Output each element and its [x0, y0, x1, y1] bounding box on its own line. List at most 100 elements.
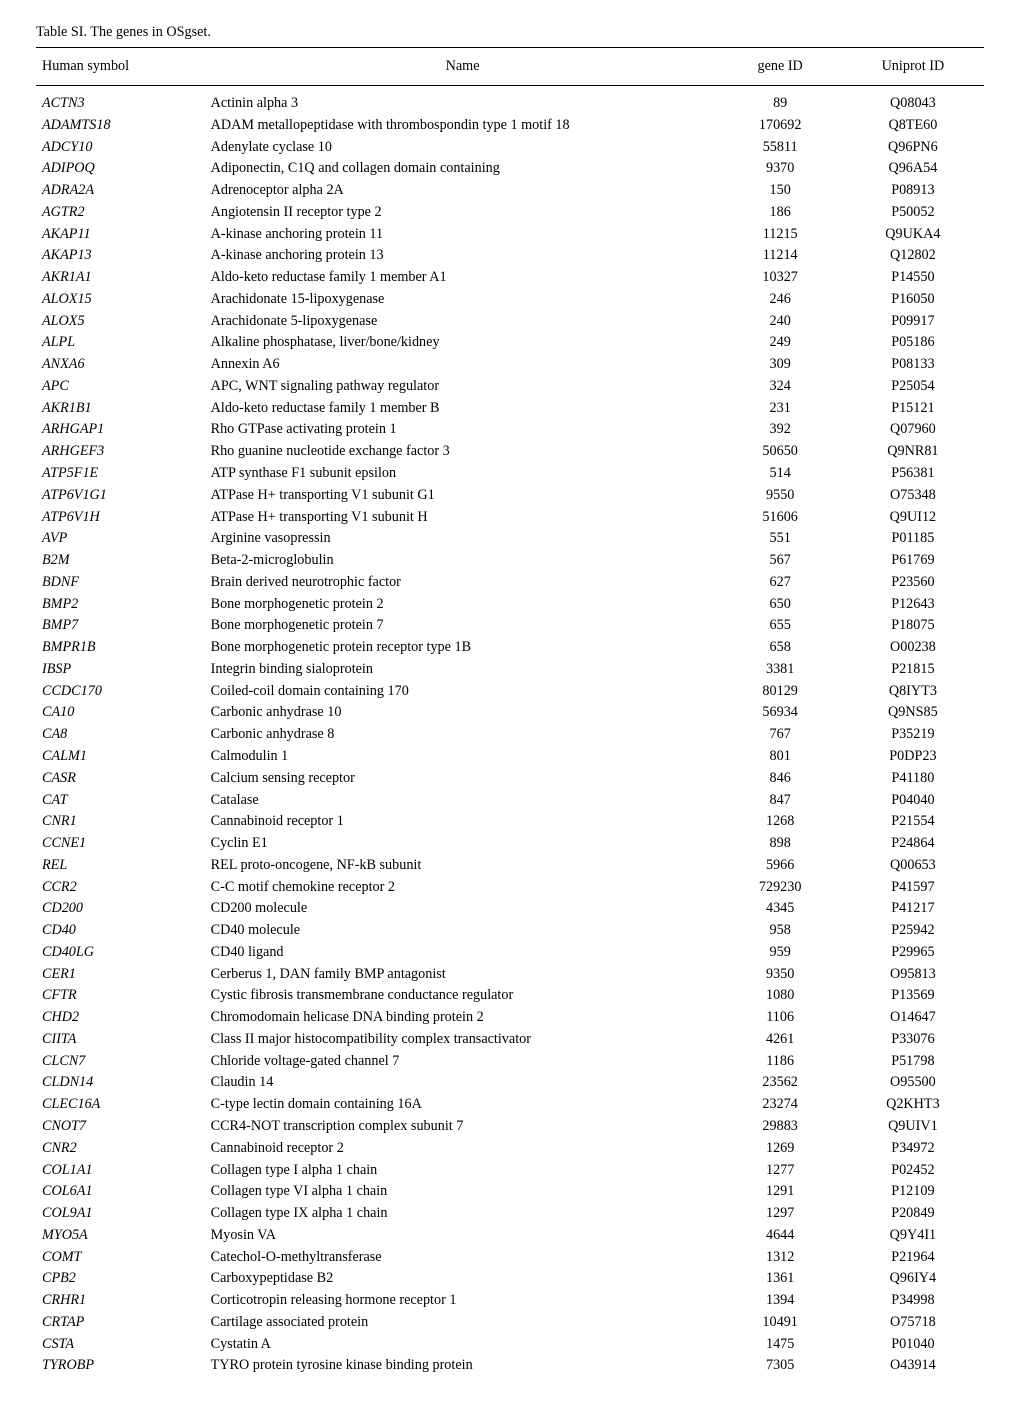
cell-name: Arachidonate 15-lipoxygenase — [207, 289, 719, 311]
table-row: CLDN14Claudin 1423562O95500 — [36, 1072, 984, 1094]
cell-symbol: ANXA6 — [36, 354, 207, 376]
cell-name: Cannabinoid receptor 1 — [207, 811, 719, 833]
cell-name: Carboxypeptidase B2 — [207, 1268, 719, 1290]
cell-gene-id: 627 — [719, 572, 842, 594]
table-row: ANXA6Annexin A6309P08133 — [36, 354, 984, 376]
cell-name: Corticotropin releasing hormone receptor… — [207, 1290, 719, 1312]
cell-symbol: CLCN7 — [36, 1050, 207, 1072]
table-row: CD40LGCD40 ligand959P29965 — [36, 942, 984, 964]
cell-uniprot-id: P01040 — [842, 1333, 984, 1355]
cell-gene-id: 959 — [719, 942, 842, 964]
cell-symbol: COL9A1 — [36, 1203, 207, 1225]
cell-symbol: CD200 — [36, 898, 207, 920]
cell-symbol: ALOX15 — [36, 289, 207, 311]
header-symbol: Human symbol — [36, 48, 207, 86]
cell-symbol: ARHGEF3 — [36, 441, 207, 463]
cell-uniprot-id: P0DP23 — [842, 746, 984, 768]
cell-gene-id: 246 — [719, 289, 842, 311]
cell-symbol: ACTN3 — [36, 86, 207, 115]
cell-name: Adrenoceptor alpha 2A — [207, 180, 719, 202]
cell-symbol: ADRA2A — [36, 180, 207, 202]
cell-name: Catalase — [207, 789, 719, 811]
cell-uniprot-id: O75348 — [842, 484, 984, 506]
cell-name: Angiotensin II receptor type 2 — [207, 202, 719, 224]
cell-gene-id: 150 — [719, 180, 842, 202]
cell-gene-id: 567 — [719, 550, 842, 572]
cell-symbol: CLDN14 — [36, 1072, 207, 1094]
cell-name: Chloride voltage-gated channel 7 — [207, 1050, 719, 1072]
cell-uniprot-id: P29965 — [842, 942, 984, 964]
cell-uniprot-id: P61769 — [842, 550, 984, 572]
cell-name: Cyclin E1 — [207, 833, 719, 855]
cell-name: Cartilage associated protein — [207, 1312, 719, 1334]
table-row: BMPR1BBone morphogenetic protein recepto… — [36, 637, 984, 659]
cell-gene-id: 658 — [719, 637, 842, 659]
cell-symbol: ADIPOQ — [36, 158, 207, 180]
cell-gene-id: 9550 — [719, 484, 842, 506]
cell-name: Coiled-coil domain containing 170 — [207, 680, 719, 702]
cell-gene-id: 729230 — [719, 876, 842, 898]
cell-uniprot-id: P24864 — [842, 833, 984, 855]
cell-symbol: ATP6V1G1 — [36, 484, 207, 506]
cell-symbol: CCNE1 — [36, 833, 207, 855]
cell-uniprot-id: P08133 — [842, 354, 984, 376]
cell-symbol: CD40LG — [36, 942, 207, 964]
cell-symbol: CHD2 — [36, 1007, 207, 1029]
cell-symbol: TYROBP — [36, 1355, 207, 1377]
cell-name: Carbonic anhydrase 10 — [207, 702, 719, 724]
cell-symbol: ALPL — [36, 332, 207, 354]
cell-symbol: CALM1 — [36, 746, 207, 768]
cell-uniprot-id: P18075 — [842, 615, 984, 637]
cell-name: CCR4-NOT transcription complex subunit 7 — [207, 1116, 719, 1138]
cell-gene-id: 249 — [719, 332, 842, 354]
cell-uniprot-id: Q9NS85 — [842, 702, 984, 724]
table-row: CFTRCystic fibrosis transmembrane conduc… — [36, 985, 984, 1007]
cell-gene-id: 23562 — [719, 1072, 842, 1094]
cell-gene-id: 551 — [719, 528, 842, 550]
cell-uniprot-id: Q96IY4 — [842, 1268, 984, 1290]
header-name: Name — [207, 48, 719, 86]
table-row: ARHGAP1Rho GTPase activating protein 139… — [36, 419, 984, 441]
table-row: CRHR1Corticotropin releasing hormone rec… — [36, 1290, 984, 1312]
cell-symbol: AKAP13 — [36, 245, 207, 267]
cell-name: Aldo-keto reductase family 1 member B — [207, 397, 719, 419]
cell-symbol: ATP5F1E — [36, 463, 207, 485]
cell-uniprot-id: P05186 — [842, 332, 984, 354]
cell-uniprot-id: Q12802 — [842, 245, 984, 267]
cell-gene-id: 5966 — [719, 855, 842, 877]
cell-gene-id: 7305 — [719, 1355, 842, 1377]
cell-name: Arginine vasopressin — [207, 528, 719, 550]
cell-name: Catechol-O-methyltransferase — [207, 1246, 719, 1268]
cell-gene-id: 9370 — [719, 158, 842, 180]
cell-symbol: CD40 — [36, 920, 207, 942]
table-row: BMP7Bone morphogenetic protein 7655P1807… — [36, 615, 984, 637]
cell-gene-id: 10491 — [719, 1312, 842, 1334]
cell-symbol: CA10 — [36, 702, 207, 724]
cell-name: C-type lectin domain containing 16A — [207, 1094, 719, 1116]
cell-name: Cystic fibrosis transmembrane conductanc… — [207, 985, 719, 1007]
cell-gene-id: 3381 — [719, 659, 842, 681]
cell-gene-id: 958 — [719, 920, 842, 942]
cell-symbol: BDNF — [36, 572, 207, 594]
table-row: ALOX5Arachidonate 5-lipoxygenase240P0991… — [36, 310, 984, 332]
table-row: BMP2Bone morphogenetic protein 2650P1264… — [36, 593, 984, 615]
table-row: ADAMTS18ADAM metallopeptidase with throm… — [36, 114, 984, 136]
cell-uniprot-id: P34998 — [842, 1290, 984, 1312]
table-row: ALOX15Arachidonate 15-lipoxygenase246P16… — [36, 289, 984, 311]
table-row: ATP6V1HATPase H+ transporting V1 subunit… — [36, 506, 984, 528]
cell-uniprot-id: O14647 — [842, 1007, 984, 1029]
table-row: AKAP13A-kinase anchoring protein 1311214… — [36, 245, 984, 267]
cell-uniprot-id: P08913 — [842, 180, 984, 202]
cell-symbol: BMPR1B — [36, 637, 207, 659]
cell-symbol: COL1A1 — [36, 1159, 207, 1181]
cell-uniprot-id: P41597 — [842, 876, 984, 898]
cell-uniprot-id: Q8IYT3 — [842, 680, 984, 702]
cell-name: Collagen type IX alpha 1 chain — [207, 1203, 719, 1225]
cell-name: Bone morphogenetic protein 7 — [207, 615, 719, 637]
cell-gene-id: 1277 — [719, 1159, 842, 1181]
cell-gene-id: 514 — [719, 463, 842, 485]
cell-name: Beta-2-microglobulin — [207, 550, 719, 572]
cell-uniprot-id: Q00653 — [842, 855, 984, 877]
cell-symbol: ARHGAP1 — [36, 419, 207, 441]
cell-gene-id: 55811 — [719, 136, 842, 158]
